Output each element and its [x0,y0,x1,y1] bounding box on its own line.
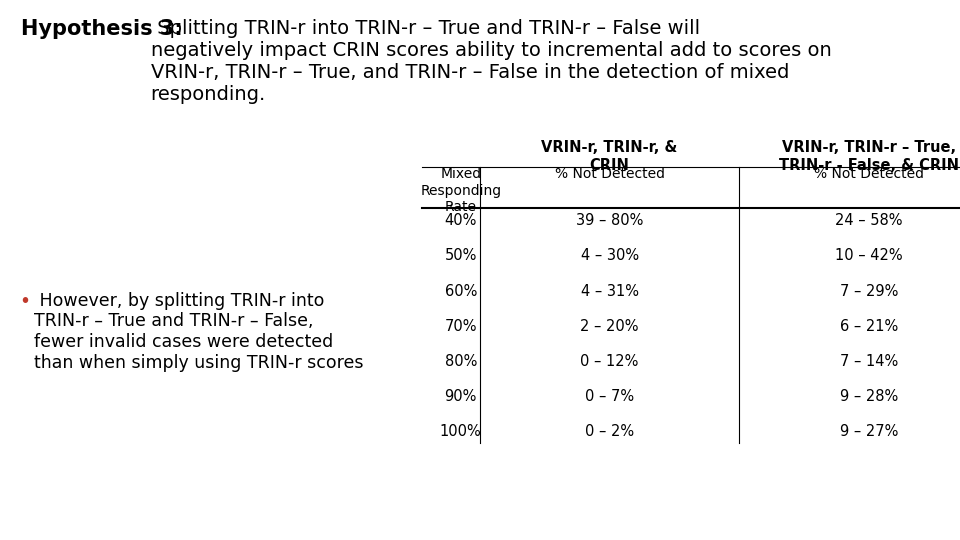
Text: 4 – 30%: 4 – 30% [581,248,638,264]
Text: VRIN-r, TRIN-r, &
CRIN: VRIN-r, TRIN-r, & CRIN [541,140,678,173]
Text: 50%: 50% [444,248,477,264]
Text: % Not Detected: % Not Detected [814,167,924,181]
Text: 7 – 29%: 7 – 29% [840,284,898,299]
Text: However, by splitting TRIN-r into
TRIN-r – True and TRIN-r – False,
fewer invali: However, by splitting TRIN-r into TRIN-r… [34,292,363,372]
Text: 39 – 80%: 39 – 80% [576,213,643,228]
Text: 70%: 70% [444,319,477,334]
Text: 90%: 90% [444,389,477,404]
Text: 9 – 27%: 9 – 27% [840,424,898,439]
Text: Mixed
Responding
Rate: Mixed Responding Rate [420,167,501,214]
Text: 10 – 42%: 10 – 42% [835,248,902,264]
Text: % Not Detected: % Not Detected [555,167,664,181]
Text: 4 – 31%: 4 – 31% [581,284,638,299]
Text: 0 – 12%: 0 – 12% [581,354,638,369]
Text: 7 – 14%: 7 – 14% [840,354,898,369]
Text: 6 – 21%: 6 – 21% [840,319,898,334]
Text: 60%: 60% [444,284,477,299]
Text: Hypothesis 3:: Hypothesis 3: [21,19,182,39]
Text: 80%: 80% [444,354,477,369]
Text: 0 – 2%: 0 – 2% [585,424,635,439]
Text: 100%: 100% [440,424,482,439]
Text: 40%: 40% [444,213,477,228]
Text: •: • [19,292,31,310]
Text: 24 – 58%: 24 – 58% [835,213,902,228]
Text: Splitting TRIN-r into TRIN-r – True and TRIN-r – False will
negatively impact CR: Splitting TRIN-r into TRIN-r – True and … [151,19,831,104]
Text: VRIN-r, TRIN-r – True,
TRIN-r - False, & CRIN: VRIN-r, TRIN-r – True, TRIN-r - False, &… [779,140,959,173]
Text: 0 – 7%: 0 – 7% [585,389,635,404]
Text: 9 – 28%: 9 – 28% [840,389,898,404]
Text: 2 – 20%: 2 – 20% [581,319,638,334]
